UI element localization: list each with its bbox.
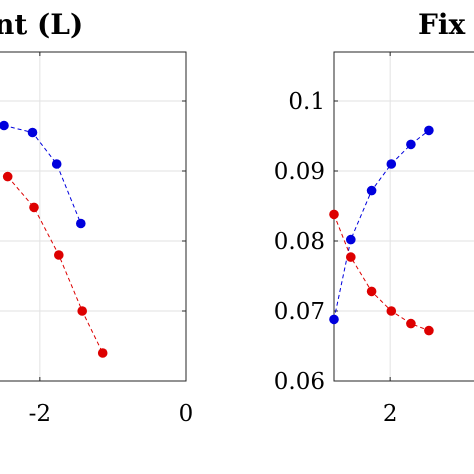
x-tick-label: 2 <box>383 401 398 427</box>
data-point <box>97 348 108 358</box>
y-tick-label: 0.08 <box>274 229 325 255</box>
data-point <box>366 185 377 196</box>
x-tick-label: 0 <box>179 401 194 427</box>
data-point <box>346 252 356 262</box>
series-line <box>7 176 104 354</box>
data-point <box>29 202 39 213</box>
data-point <box>329 314 339 325</box>
left-panel: -2 0 nt (L) <box>0 8 193 427</box>
data-point <box>54 250 64 260</box>
data-point <box>366 286 377 297</box>
y-tick-label: 0.07 <box>274 299 325 325</box>
chart-title: Fix <box>418 8 466 41</box>
data-point <box>0 120 9 131</box>
data-point <box>346 234 356 245</box>
data-point <box>329 209 339 220</box>
data-point <box>76 218 86 229</box>
data-point <box>424 325 434 336</box>
right-panel: 2 0.06 0.07 0.08 0.09 0.1 Fix <box>274 8 474 427</box>
chart-title: nt (L) <box>0 8 83 41</box>
series-line <box>3 125 82 224</box>
x-tick-label: -2 <box>29 401 51 427</box>
y-tick-label: 0.06 <box>274 369 325 395</box>
plot-frame <box>0 51 187 382</box>
data-point <box>386 159 397 169</box>
data-point <box>77 306 87 316</box>
data-point <box>51 159 62 169</box>
series-line <box>333 214 430 332</box>
data-point <box>2 171 13 182</box>
y-tick-label: 0.1 <box>288 89 325 115</box>
data-point <box>406 139 416 150</box>
data-point <box>27 127 38 138</box>
data-point <box>386 306 397 316</box>
series-line <box>333 130 430 320</box>
data-point <box>406 318 416 329</box>
y-tick-label: 0.09 <box>274 159 325 185</box>
data-point <box>424 125 434 136</box>
